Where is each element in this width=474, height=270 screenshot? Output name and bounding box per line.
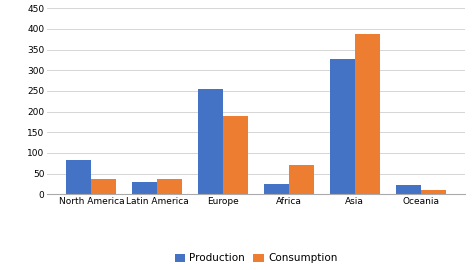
Legend: Production, Consumption: Production, Consumption [171, 249, 341, 268]
Bar [264, 184, 289, 194]
Bar [91, 179, 117, 194]
Bar [223, 116, 248, 194]
Bar [395, 185, 420, 194]
Bar [355, 34, 380, 194]
Bar [198, 89, 223, 194]
Bar [330, 59, 355, 194]
Bar [66, 160, 91, 194]
Bar [132, 182, 157, 194]
Bar [157, 179, 182, 194]
Bar [420, 190, 446, 194]
Bar [289, 165, 314, 194]
